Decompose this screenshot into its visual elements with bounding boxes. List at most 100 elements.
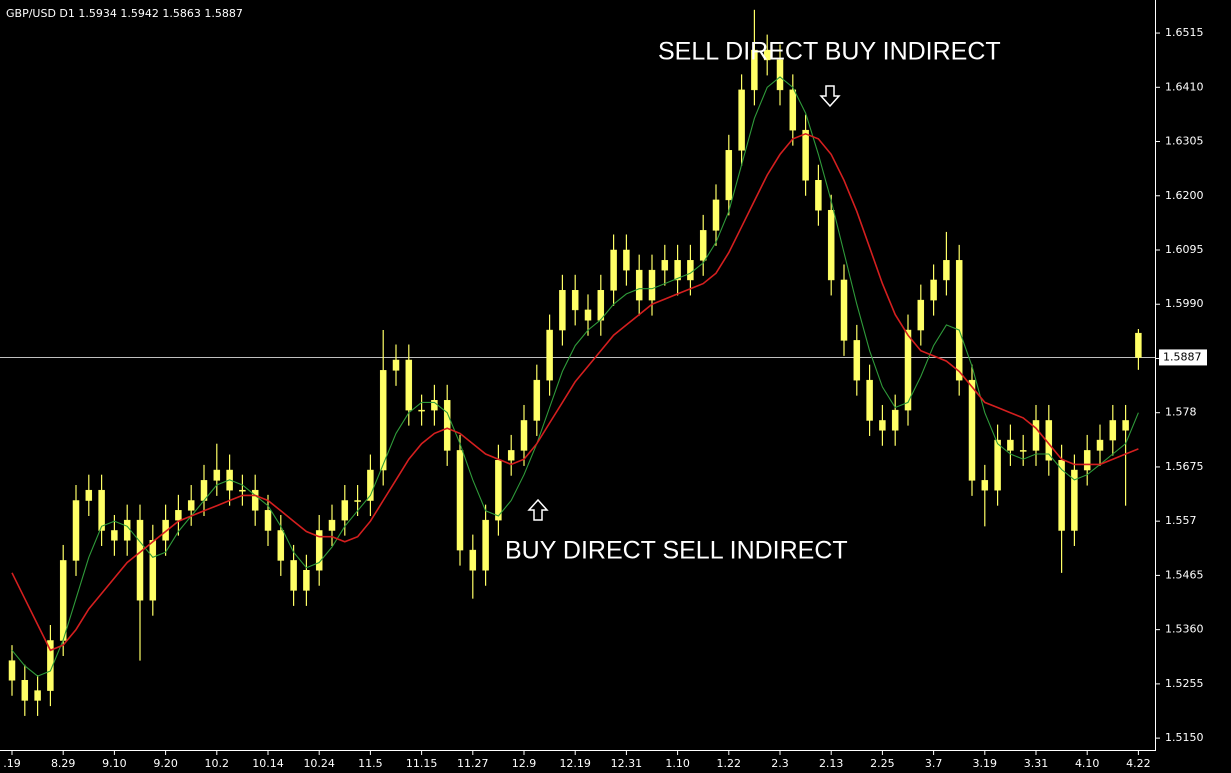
candle-body [1109,420,1117,441]
x-tick-label: 10.24 [303,757,335,770]
candle-body [264,510,272,531]
candle-body [277,530,285,561]
sell-arrow [819,85,841,108]
candle-body [392,359,400,371]
x-tick-label: 3.19 [973,757,998,770]
candle-body [418,409,425,412]
candle-body [943,260,950,281]
candle-body [1071,469,1078,531]
ma-line [11,76,1139,677]
buy-arrow [527,498,549,521]
candle-body [341,500,349,521]
candle-body [751,49,758,91]
y-tick-label: 1.6515 [1165,26,1204,39]
candle-body [72,500,80,561]
x-tick-label: 12.19 [559,757,591,770]
candle-body [955,260,963,381]
candle-body [507,450,515,461]
candle-body [559,290,566,331]
candle-body [840,279,848,341]
candle-body [789,89,797,131]
candle-body [904,329,912,411]
x-tick-label: 11.27 [457,757,489,770]
x-tick-label: 3.31 [1024,757,1049,770]
last-price-label: 1.5887 [1163,350,1202,363]
candle-body [239,489,246,492]
x-tick-label: 2.25 [870,757,895,770]
candle-body [584,309,592,321]
candle-body [98,489,105,531]
candle-body [674,260,681,281]
y-tick-label: 1.6095 [1165,243,1204,256]
y-tick-label: 1.5990 [1165,297,1204,310]
candle-body [405,359,413,411]
candle-body [661,260,669,271]
candle-body [175,510,182,521]
candle-body [8,660,16,681]
y-tick-label: 1.5255 [1165,677,1204,690]
candle-body [610,249,617,291]
candle-body [1007,439,1014,451]
candle-body [891,409,899,431]
x-tick-label: 1.10 [665,757,690,770]
candle-body [623,249,630,271]
candle-body [533,379,541,421]
last-price-box [1159,349,1207,366]
x-tick-label: 10.2 [205,757,230,770]
candle-body [712,199,720,231]
candle-body [213,469,221,481]
candle-body [379,370,387,471]
candle-body [111,530,118,541]
candle-body [34,690,41,701]
candle-body [1019,450,1027,452]
candle-body [443,400,451,451]
y-tick-label: 1.557 [1165,514,1197,527]
candle-body [930,279,937,301]
x-tick-label: 1.22 [717,757,742,770]
candle-body [123,519,131,541]
candle-body [879,420,886,431]
candle-body [917,299,925,331]
x-tick-label: 11.5 [358,757,383,770]
y-tick-label: 1.5465 [1165,568,1204,581]
candle-body [776,59,784,91]
x-tick-label: 10.14 [252,757,284,770]
x-tick-label: .19 [3,757,21,770]
candle-body [763,49,771,61]
chart-title: GBP/USD D1 1.5934 1.5942 1.5863 1.5887 [6,7,243,20]
candle-body [802,129,809,181]
candle-body [635,269,643,301]
candle-body [59,560,67,641]
candle-body [520,420,528,451]
candle-body [815,180,822,211]
candle-body [354,500,361,502]
annotation: BUY DIRECT SELL INDIRECT [505,537,848,565]
candle-body [1096,439,1104,451]
y-tick-label: 1.5150 [1165,731,1204,744]
candle-body [687,260,694,281]
candle-body [328,519,336,531]
annotation: SELL DIRECT BUY INDIRECT [658,38,1001,66]
candle-body [1135,332,1142,358]
candle-body [290,560,297,591]
candle-body [149,540,157,601]
candle-body [571,290,579,311]
y-tick-label: 1.578 [1165,406,1197,419]
candle-body [431,400,438,411]
x-tick-label: 4.10 [1075,757,1100,770]
y-tick-label: 1.5675 [1165,460,1204,473]
candle-body [866,379,873,421]
candle-body [546,329,553,381]
candle-body [827,209,835,281]
x-tick-label: 9.10 [102,757,127,770]
candle-body [47,640,54,691]
x-tick-label: 12.9 [512,757,537,770]
x-tick-label: 2.3 [771,757,789,770]
candle-body [456,450,464,551]
candle-body [648,269,656,301]
candle-body [853,340,861,381]
candle-body [1083,450,1091,471]
ma-line [11,132,1139,652]
